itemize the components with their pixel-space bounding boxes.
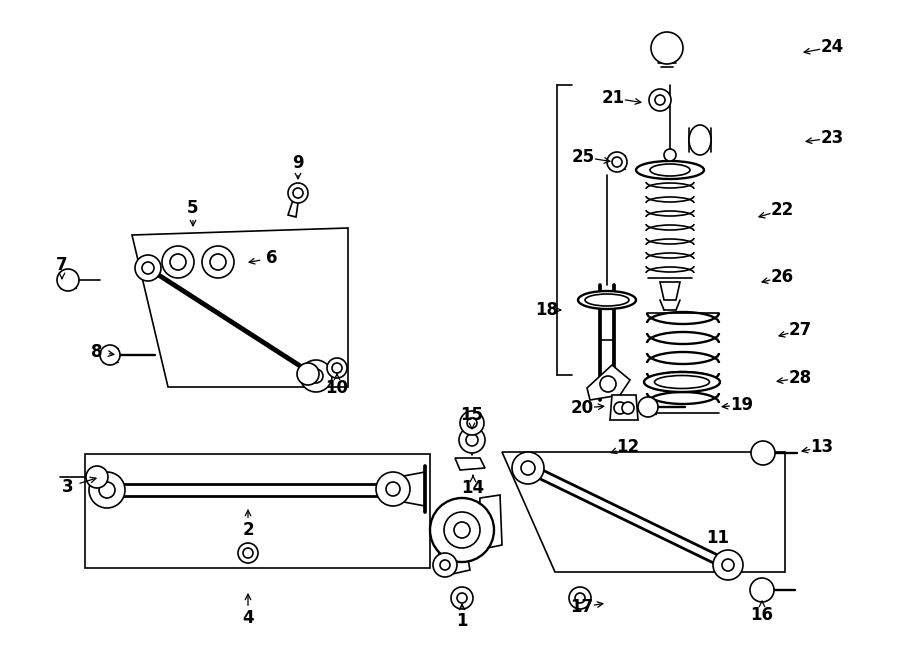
Circle shape (243, 548, 253, 558)
Text: 10: 10 (326, 379, 348, 397)
Text: 3: 3 (62, 478, 74, 496)
Text: 24: 24 (821, 38, 843, 56)
Ellipse shape (654, 375, 709, 389)
Text: 19: 19 (731, 396, 753, 414)
Ellipse shape (636, 161, 704, 179)
Circle shape (466, 434, 478, 446)
Ellipse shape (650, 164, 690, 176)
Circle shape (135, 255, 161, 281)
Circle shape (332, 363, 342, 373)
Circle shape (433, 553, 457, 577)
Text: 13: 13 (810, 438, 833, 456)
Text: 15: 15 (461, 406, 483, 424)
Circle shape (521, 461, 535, 475)
Circle shape (751, 441, 775, 465)
Polygon shape (502, 452, 785, 572)
Circle shape (569, 587, 591, 609)
Polygon shape (85, 454, 430, 568)
Circle shape (238, 543, 258, 563)
Polygon shape (478, 495, 502, 550)
Circle shape (444, 512, 480, 548)
Text: 12: 12 (616, 438, 640, 456)
Text: 16: 16 (751, 606, 773, 624)
Ellipse shape (585, 294, 629, 306)
Circle shape (293, 188, 303, 198)
Circle shape (170, 254, 186, 270)
Text: 20: 20 (571, 399, 594, 417)
Polygon shape (132, 228, 348, 387)
Circle shape (713, 550, 743, 580)
Polygon shape (438, 543, 470, 575)
Text: 22: 22 (770, 201, 794, 219)
Circle shape (614, 402, 626, 414)
Polygon shape (455, 458, 485, 470)
Circle shape (386, 482, 400, 496)
Circle shape (607, 152, 627, 172)
Text: 21: 21 (601, 89, 625, 107)
Text: 27: 27 (788, 321, 812, 339)
Circle shape (430, 498, 494, 562)
Ellipse shape (578, 291, 636, 309)
Circle shape (454, 522, 470, 538)
Ellipse shape (644, 372, 720, 392)
Circle shape (649, 89, 671, 111)
Circle shape (722, 559, 734, 571)
Text: 1: 1 (456, 612, 468, 630)
Circle shape (451, 587, 473, 609)
Circle shape (459, 427, 485, 453)
Circle shape (309, 369, 323, 383)
Circle shape (100, 345, 120, 365)
Text: 23: 23 (821, 129, 843, 147)
Circle shape (210, 254, 226, 270)
Circle shape (467, 418, 477, 428)
Circle shape (440, 560, 450, 570)
Circle shape (651, 32, 683, 64)
Text: 18: 18 (536, 301, 559, 319)
Circle shape (89, 472, 125, 508)
Text: 28: 28 (788, 369, 812, 387)
Text: 4: 4 (242, 609, 254, 627)
Text: 2: 2 (242, 521, 254, 539)
Text: 17: 17 (571, 598, 594, 616)
Ellipse shape (689, 125, 711, 155)
Circle shape (457, 593, 467, 603)
Circle shape (288, 183, 308, 203)
Text: 6: 6 (266, 249, 278, 267)
Circle shape (57, 269, 79, 291)
Circle shape (300, 360, 332, 392)
Polygon shape (660, 282, 680, 300)
Circle shape (655, 95, 665, 105)
Circle shape (86, 466, 108, 488)
Circle shape (638, 397, 658, 417)
Circle shape (612, 157, 622, 167)
Polygon shape (587, 365, 630, 400)
Text: 25: 25 (572, 148, 595, 166)
Text: 7: 7 (56, 256, 68, 274)
Text: 8: 8 (91, 343, 103, 361)
Circle shape (142, 262, 154, 274)
Circle shape (750, 578, 774, 602)
Circle shape (460, 411, 484, 435)
Circle shape (99, 482, 115, 498)
Circle shape (202, 246, 234, 278)
Circle shape (297, 363, 319, 385)
Polygon shape (288, 200, 298, 217)
Circle shape (664, 149, 676, 161)
Text: 5: 5 (187, 199, 199, 217)
Text: 9: 9 (292, 154, 304, 172)
Text: 14: 14 (462, 479, 484, 497)
Circle shape (575, 593, 585, 603)
Circle shape (376, 472, 410, 506)
Circle shape (622, 402, 634, 414)
Text: 11: 11 (706, 529, 730, 547)
Circle shape (512, 452, 544, 484)
Circle shape (327, 358, 347, 378)
Text: 26: 26 (770, 268, 794, 286)
Circle shape (162, 246, 194, 278)
Polygon shape (610, 395, 638, 420)
Circle shape (600, 376, 616, 392)
